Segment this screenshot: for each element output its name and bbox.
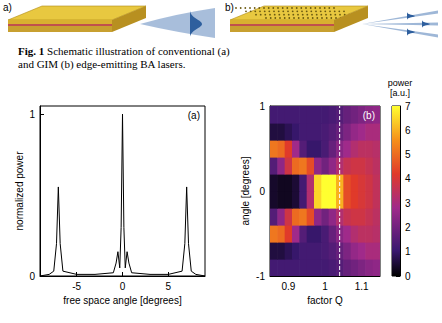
svg-text:(b): (b) bbox=[363, 110, 375, 121]
svg-text:2: 2 bbox=[405, 222, 411, 233]
svg-text:(a): (a) bbox=[188, 110, 200, 121]
svg-text:[a.u.]: [a.u.] bbox=[390, 88, 410, 98]
svg-text:factor Q: factor Q bbox=[307, 295, 343, 306]
svg-text:6: 6 bbox=[405, 125, 411, 136]
svg-text:b): b) bbox=[225, 2, 234, 13]
svg-text:1: 1 bbox=[29, 109, 35, 120]
html-text:Fig. 1 Schematic illustration: Fig. 1 Schematic illustration of convent… bbox=[18, 45, 230, 70]
svg-text:5: 5 bbox=[166, 281, 172, 292]
svg-text:1: 1 bbox=[405, 246, 411, 257]
svg-text:free space angle [degrees]: free space angle [degrees] bbox=[63, 295, 182, 306]
svg-text:1: 1 bbox=[322, 281, 328, 292]
svg-text:0: 0 bbox=[120, 281, 126, 292]
svg-text:4: 4 bbox=[405, 173, 411, 184]
svg-text:a): a) bbox=[3, 2, 12, 13]
svg-text:1: 1 bbox=[259, 101, 265, 112]
svg-text:3: 3 bbox=[405, 198, 411, 209]
svg-text:7: 7 bbox=[405, 101, 411, 112]
svg-text:normalized power: normalized power bbox=[14, 151, 25, 231]
svg-text:-5: -5 bbox=[72, 281, 81, 292]
svg-text:-1: -1 bbox=[256, 271, 265, 282]
svg-text:0: 0 bbox=[405, 271, 411, 282]
svg-text:5: 5 bbox=[405, 149, 411, 160]
svg-text:1.1: 1.1 bbox=[355, 281, 369, 292]
svg-text:0: 0 bbox=[259, 186, 265, 197]
svg-text:0.9: 0.9 bbox=[281, 281, 295, 292]
svg-text:0: 0 bbox=[29, 271, 35, 282]
svg-text:angle [degrees]: angle [degrees] bbox=[240, 156, 251, 225]
svg-text:power: power bbox=[388, 78, 413, 88]
